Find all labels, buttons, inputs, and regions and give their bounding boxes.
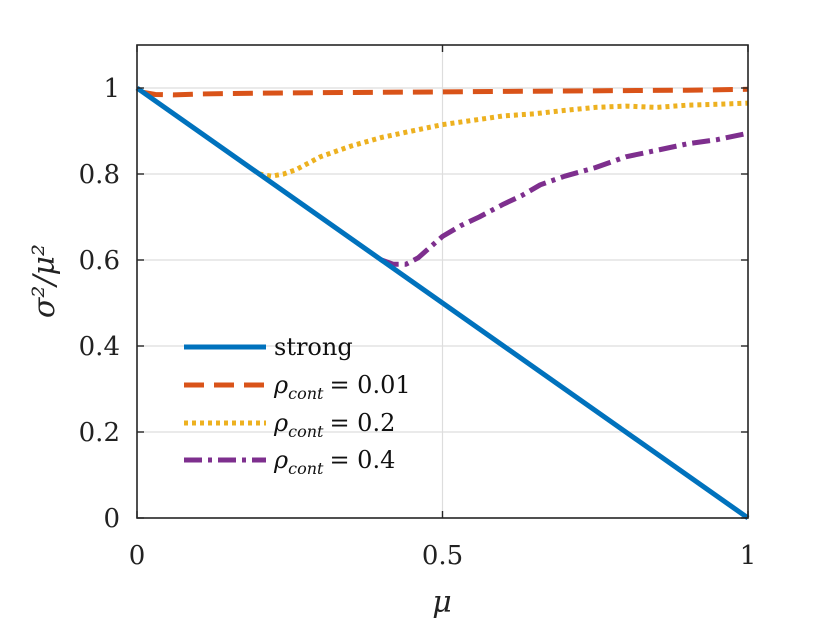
x-axis-label: μ bbox=[432, 585, 452, 620]
series-line-rho-cont-0-01 bbox=[142, 86, 749, 98]
tick-labels: 0 0.5 1 0 0.2 0.4 0.6 0.8 1 bbox=[79, 74, 757, 571]
x-tick-label: 0.5 bbox=[422, 541, 463, 571]
x-tick-label: 1 bbox=[740, 541, 757, 571]
legend-label-rho-001: ρcont = 0.01 bbox=[273, 371, 411, 403]
y-tick-label: 0.4 bbox=[79, 332, 120, 362]
legend-label-rho-04: ρcont = 0.4 bbox=[273, 446, 395, 478]
y-tick-label: 0.6 bbox=[79, 246, 120, 276]
legend-label-rho-02: ρcont = 0.2 bbox=[273, 409, 395, 441]
series-line-rho-cont-0-4 bbox=[380, 130, 749, 267]
y-tick-label: 0 bbox=[103, 504, 120, 534]
legend: strong ρcont = 0.01 ρcont = 0.2 ρcont = 0.4 bbox=[184, 333, 411, 478]
y-tick-label: 0.2 bbox=[79, 418, 120, 448]
series-layer bbox=[135, 85, 750, 521]
y-axis-label: σ²/μ² bbox=[27, 244, 62, 318]
x-tick-label: 0 bbox=[129, 541, 146, 571]
axis-ticks bbox=[136, 45, 749, 519]
series-line-strong bbox=[135, 85, 750, 521]
series-line-rho-cont-0-2 bbox=[258, 100, 749, 179]
y-tick-label: 1 bbox=[103, 74, 120, 104]
y-tick-label: 0.8 bbox=[79, 160, 120, 190]
legend-label-strong: strong bbox=[274, 333, 353, 361]
